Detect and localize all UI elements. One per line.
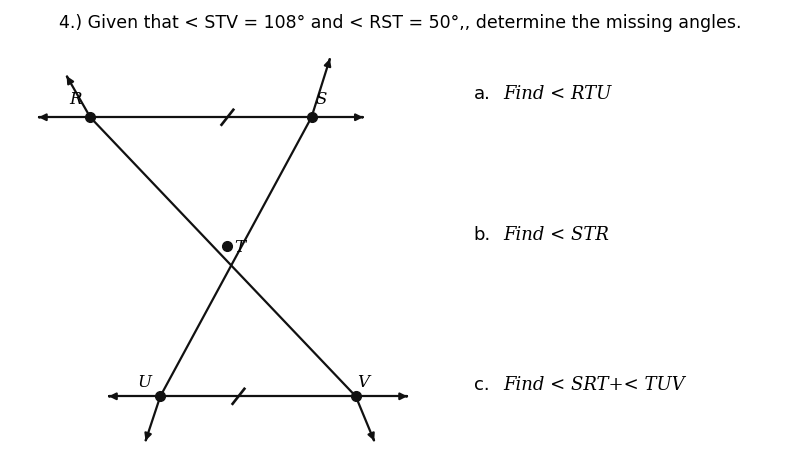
Text: Find < STR: Find < STR (503, 226, 609, 243)
Text: b.: b. (474, 226, 491, 243)
Text: Find < SRT+< TUV: Find < SRT+< TUV (503, 376, 685, 393)
Text: V: V (357, 374, 369, 391)
Text: R: R (70, 91, 82, 108)
Text: a.: a. (474, 85, 490, 103)
Text: U: U (137, 374, 151, 391)
Text: Find < RTU: Find < RTU (503, 85, 611, 103)
Text: S: S (315, 91, 326, 108)
Text: T: T (234, 239, 246, 256)
Text: 4.) Given that < STV = 108° and < RST = 50°,, determine the missing angles.: 4.) Given that < STV = 108° and < RST = … (58, 14, 742, 32)
Text: c.: c. (474, 376, 490, 393)
